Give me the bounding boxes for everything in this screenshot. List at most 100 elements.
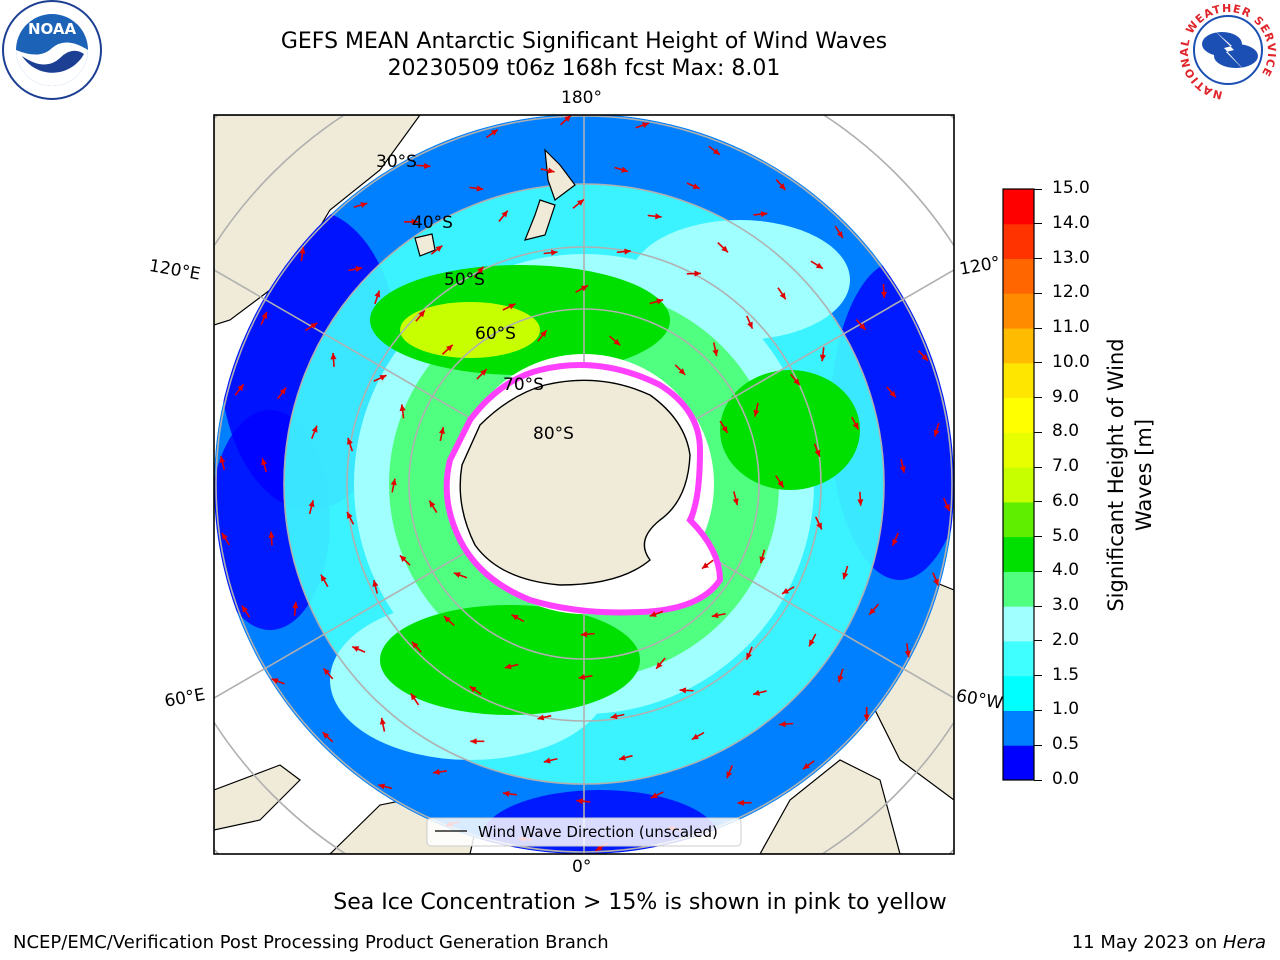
wave-arrow-head [921,354,929,361]
colorbar-tick-label: 10.0 [1052,351,1090,372]
wave-arrow-head [747,321,753,329]
wave-arrow-head [480,369,487,376]
lat-label-40s: 40°S [412,213,453,233]
wave-arrow-head [504,663,512,670]
wave-arrow-head [712,349,719,357]
wave-arrow-head [469,686,477,693]
colorbar-segment [1003,606,1034,642]
wave-arrow-head [347,437,353,445]
wave-arrow-head [863,714,870,721]
wave-arrow-head [261,311,268,319]
wave-arrow-head [759,556,766,564]
colorbar-segment [1003,501,1034,538]
colorbar-segment [1003,293,1034,329]
colorbar-tick-mark [1034,605,1042,607]
wave-arrow-head [347,511,353,519]
chart-subtitle: 20230509 t06z 168h fcst Max: 8.01 [387,56,781,81]
wave-arrow-head [899,466,906,473]
wave-arrow-head [501,210,508,218]
wave-arrow-head [323,668,330,676]
wave-arrow-head [453,572,461,578]
colorbar-tick-mark [1034,327,1042,329]
colorbar-segment [1003,258,1034,294]
wave-arrow-head [576,798,583,805]
colorbar-tick-label: 8.0 [1052,421,1080,442]
wave-arrow-head [816,522,822,530]
colorbar-tick-mark [1034,292,1042,294]
wave-arrow-head [721,245,728,253]
wave-arrow-head [721,425,728,433]
wave-arrow-head [650,792,658,799]
colorbar-segment [1003,467,1034,503]
wave-arrow-head [595,844,603,851]
wave-arrow-head [655,213,662,220]
colorbar-segment [1003,362,1034,399]
wave-arrow-head [360,202,368,208]
wave-arrow-head [779,183,786,191]
wave-arrow-head [322,732,330,739]
wave-arrow-head [261,458,268,466]
antarctica-land [459,379,691,586]
wave-arrow-head [656,661,663,669]
wave-arrow-head [679,687,687,694]
wave-arrow-head [433,768,440,775]
wave-arrow-head [857,499,864,506]
run-date: 11 May 2023 on Hera [1072,932,1266,953]
lon-label-0: 0° [572,857,592,877]
wave-arrow-head [836,231,843,238]
wave-arrow-head [649,611,657,617]
colorbar-tick-label: 4.0 [1052,560,1080,581]
map-frame [213,114,955,855]
sea-ice-note: Sea Ice Concentration > 15% is shown in … [333,890,947,915]
chart-title: GEFS MEAN Antarctic Significant Height o… [280,29,888,54]
wave-arrow-head [378,783,386,790]
wave-arrow-head [390,478,397,486]
wave-arrow-head [701,562,709,569]
wave-arrow-head [320,574,327,582]
wave-arrow-head [241,605,248,613]
wave-arrow-head [429,500,436,508]
lat-label-50s: 50°S [444,270,485,290]
colorbar-segment [1003,328,1034,364]
wave-arrow-head [624,248,631,255]
wave-arrow-head [580,285,588,292]
wave-arrow-head [933,429,940,437]
legend-label: Wind Wave Direction (unscaled) [478,823,718,841]
wave-arrow-head [819,354,826,362]
colorbar-tick-mark [1034,258,1042,260]
wave-arrow-head [379,717,386,725]
wave-arrow-head [694,270,701,277]
colorbar-tick-mark [1034,223,1042,225]
wave-arrow-head [470,738,477,745]
wave-arrow-head [411,641,419,649]
colorbar-tick-label: 12.0 [1052,282,1090,303]
wave-arrow-head [508,303,516,310]
wave-arrow-head [814,449,821,457]
noaa-logo: NOAA [2,0,102,100]
wave-arrow-head [692,183,700,189]
wave-arrow-head [691,733,699,740]
legend: Wind Wave Direction (unscaled) [426,817,742,847]
colorbar-label-line1: Significant Height of Wind [1104,338,1128,612]
wave-arrow-head [815,262,823,269]
wave-arrow-head [618,754,626,761]
wave-arrow-head [869,607,876,615]
colorbar-tick-mark [1034,744,1042,746]
colorbar-segment [1003,710,1034,746]
wave-arrow-head [271,678,279,684]
wave-arrow-head [399,404,406,412]
wave-arrow-head [330,352,337,360]
colorbar-tick-mark [1034,362,1042,364]
colorbar [1002,188,1035,781]
wave-arrow-head [779,721,786,728]
colorbar-tick-label: 1.0 [1052,699,1080,720]
wave-arrow-head [311,425,318,433]
wave-arrow-head [279,387,287,395]
wave-arrow-head [837,675,844,683]
wave-arrow-head [779,292,786,300]
wave-arrow-head [656,298,664,305]
wave-arrow-head [352,646,360,652]
wave-arrow-head [299,247,306,254]
wave-arrow-head [477,266,484,274]
wave-arrow-head [889,390,896,398]
